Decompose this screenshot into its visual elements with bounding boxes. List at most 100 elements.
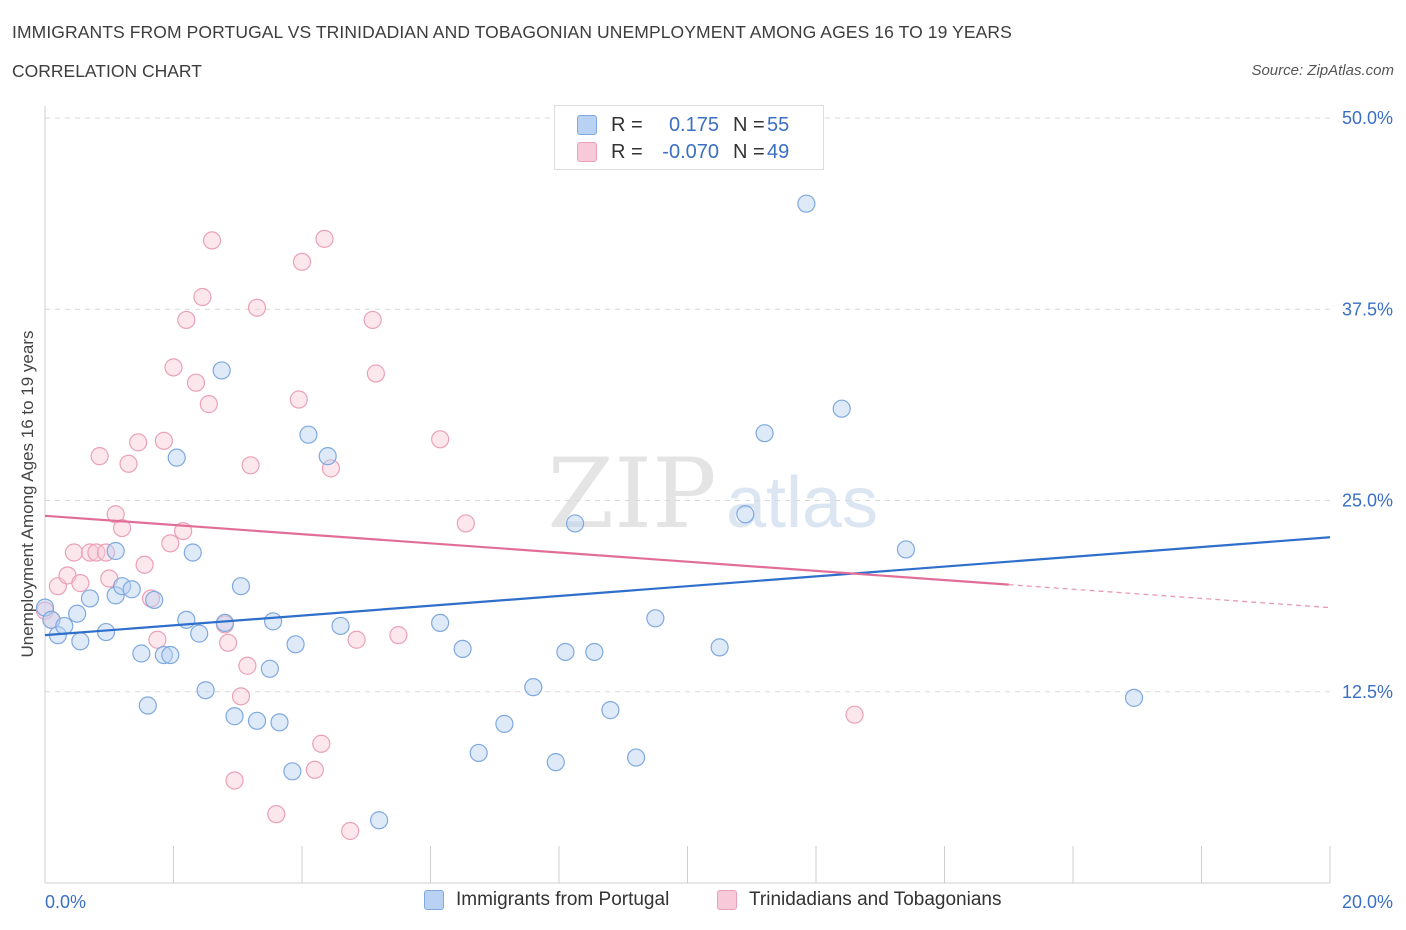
data-point-portugal xyxy=(161,645,180,665)
data-point-trinidadians xyxy=(341,821,360,841)
data-point-portugal xyxy=(154,645,173,665)
watermark-atlas: atlas xyxy=(726,463,878,543)
data-point-trinidadians xyxy=(389,626,408,645)
data-point-trinidadians xyxy=(71,574,90,593)
data-point-portugal xyxy=(145,590,164,610)
legend-r-value: 0.175 xyxy=(668,113,719,136)
data-point-portugal xyxy=(263,612,283,631)
data-point-portugal xyxy=(755,424,774,443)
data-point-trinidadians xyxy=(87,543,106,562)
legend-r-value: -0.070 xyxy=(662,140,719,163)
data-point-trinidadians xyxy=(161,534,180,553)
data-point-portugal xyxy=(71,632,90,651)
source-label: Source: ZipAtlas.com xyxy=(1251,62,1394,79)
data-point-trinidadians xyxy=(148,630,167,649)
legend-label-trinidadians: Trinidadians and Tobagonians xyxy=(749,889,1002,910)
data-point-portugal xyxy=(286,635,305,654)
data-point-portugal xyxy=(736,505,755,524)
data-point-trinidadians xyxy=(177,310,196,330)
data-point-trinidadians xyxy=(80,543,100,562)
y-tick-label: 12.5% xyxy=(1342,682,1393,702)
legend-n-label: N = xyxy=(733,140,765,163)
data-point-portugal xyxy=(646,609,665,628)
data-point-trinidadians xyxy=(231,687,251,706)
data-point-portugal xyxy=(453,639,472,659)
data-point-trinidadians xyxy=(193,287,212,307)
data-point-trinidadians xyxy=(292,252,312,271)
legend-swatch-blue xyxy=(577,115,597,135)
data-point-portugal xyxy=(299,425,318,444)
x-tick-label: 0.0% xyxy=(45,892,86,912)
data-point-portugal xyxy=(495,714,514,733)
data-point-portugal xyxy=(132,644,151,663)
y-tick-label: 37.5% xyxy=(1342,299,1393,319)
series-portugal-points xyxy=(35,194,1144,830)
data-point-portugal xyxy=(106,586,125,605)
data-point-portugal xyxy=(469,743,488,763)
data-point-portugal xyxy=(167,448,186,467)
data-point-portugal xyxy=(247,711,267,730)
data-point-portugal xyxy=(601,701,620,720)
legend-n-label: N = xyxy=(733,113,765,136)
bottom-legend-portugal: Immigrants from Portugal xyxy=(424,889,669,911)
data-point-portugal xyxy=(370,811,389,830)
trend-line-portugal xyxy=(44,536,1331,637)
data-point-portugal xyxy=(225,707,244,726)
correlation-legend: R = 0.175 N = 55 R = -0.070 N = 49 xyxy=(554,105,824,170)
data-point-portugal xyxy=(80,589,100,608)
data-point-portugal xyxy=(122,580,141,599)
trend-lines xyxy=(44,514,1331,637)
data-point-portugal xyxy=(832,399,851,418)
data-point-portugal xyxy=(283,762,302,781)
data-point-trinidadians xyxy=(456,514,475,533)
data-point-portugal xyxy=(565,514,585,533)
data-point-portugal xyxy=(896,540,916,559)
bottom-legend-trinidadians: Trinidadians and Tobagonians xyxy=(717,889,1001,911)
data-point-trinidadians xyxy=(112,518,132,538)
data-point-portugal xyxy=(318,447,337,466)
data-point-portugal xyxy=(68,604,87,623)
data-point-trinidadians xyxy=(64,543,84,562)
data-point-trinidadians xyxy=(247,298,267,317)
data-point-portugal xyxy=(710,638,729,657)
data-point-portugal xyxy=(231,577,251,596)
x-tick-label: 20.0% xyxy=(1342,892,1393,912)
data-point-trinidadians xyxy=(90,447,109,466)
data-point-portugal xyxy=(556,642,575,662)
legend-r-label: R = xyxy=(611,113,643,136)
data-point-portugal xyxy=(212,361,231,380)
y-tick-label: 25.0% xyxy=(1342,491,1393,511)
data-point-portugal xyxy=(106,541,125,561)
data-point-trinidadians xyxy=(119,454,138,473)
data-point-trinidadians xyxy=(238,656,257,675)
data-point-portugal xyxy=(138,696,157,715)
data-point-trinidadians xyxy=(289,390,308,409)
trend-line-trinidadians xyxy=(44,514,1009,586)
legend-swatch-pink xyxy=(577,142,597,162)
data-point-trinidadians xyxy=(199,395,218,414)
data-point-portugal xyxy=(96,622,116,642)
data-point-portugal xyxy=(270,713,289,732)
grid-lines xyxy=(45,117,1330,693)
data-point-portugal xyxy=(585,642,604,662)
data-point-trinidadians xyxy=(241,456,260,475)
data-point-portugal xyxy=(546,753,565,772)
data-point-trinidadians xyxy=(845,705,864,724)
data-point-portugal xyxy=(190,624,209,643)
legend-r-label: R = xyxy=(611,140,643,163)
axes xyxy=(44,106,1331,884)
legend-label-portugal: Immigrants from Portugal xyxy=(456,889,670,910)
data-point-trinidadians xyxy=(135,555,154,574)
data-point-trinidadians xyxy=(315,229,334,248)
data-point-portugal xyxy=(196,681,215,700)
data-point-trinidadians xyxy=(347,630,366,649)
data-point-trinidadians xyxy=(154,431,173,450)
watermark-zip: ZIP xyxy=(547,438,716,550)
data-point-trinidadians xyxy=(219,633,238,652)
data-point-trinidadians xyxy=(431,430,450,449)
data-point-trinidadians xyxy=(186,373,206,392)
legend-swatch-blue xyxy=(424,890,444,910)
data-point-portugal xyxy=(1124,688,1144,707)
trend-line-trinidadians-extension xyxy=(1008,584,1331,609)
